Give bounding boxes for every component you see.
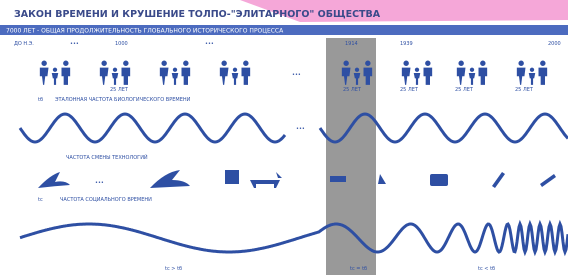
ellipsis: ••• [296, 126, 305, 132]
generation-label: 25 ЛЕТ [343, 87, 362, 93]
generation-label: 25 ЛЕТ [515, 87, 534, 93]
bio-label: ЭТАЛОННАЯ ЧАСТОТА БИОЛОГИЧЕСКОГО ВРЕМЕНИ [55, 97, 191, 103]
title: ЗАКОН ВРЕМЕНИ И КРУШЕНИЕ ТОЛПО-"ЭЛИТАРНО… [14, 9, 381, 20]
family-icon [160, 61, 190, 85]
timeline-label: 2000 [548, 41, 561, 47]
timeline-label: 1000 [115, 41, 128, 47]
timeline-label: ••• [70, 41, 79, 47]
social-wave [20, 224, 568, 252]
timeline-label: 1939 [400, 41, 413, 47]
comparison: tс < tб [478, 266, 495, 272]
family-icon [100, 61, 130, 85]
family-icon [402, 61, 432, 85]
infographic: ЗАКОН ВРЕМЕНИ И КРУШЕНИЕ ТОЛПО-"ЭЛИТАРНО… [0, 0, 568, 275]
tech-label: ЧАСТОТА СМЕНЫ ТЕХНОЛОГИЙ [66, 154, 148, 161]
timeline-label: 1914 [345, 41, 358, 47]
timeline: ДО Н.Э. ••• 1000 ••• 1914 1939 2000 [14, 41, 561, 47]
tech-icons: ••• [38, 170, 556, 188]
generation-label: 25 ЛЕТ [455, 87, 474, 93]
banner-text: 7000 ЛЕТ - ОБЩАЯ ПРОДОЛЖИТЕЛЬНОСТЬ ГЛОБА… [6, 28, 284, 35]
ellipsis: ••• [292, 72, 301, 78]
generation-label: 25 ЛЕТ [110, 87, 129, 93]
bio-wave [20, 114, 285, 142]
generations: ••• 25 ЛЕТ 25 ЛЕТ 25 ЛЕТ 25 ЛЕТ 25 ЛЕТ [40, 61, 547, 93]
family-icon [40, 61, 70, 85]
comparison: tс = tб [350, 266, 367, 272]
timeline-label: ••• [205, 41, 214, 47]
social-label: ЧАСТОТА СОЦИАЛЬНОГО ВРЕМЕНИ [60, 197, 152, 203]
ellipsis: ••• [95, 180, 104, 186]
social-symbol: tс [38, 197, 43, 203]
generation-label: 25 ЛЕТ [400, 87, 419, 93]
timeline-label: ДО Н.Э. [14, 41, 34, 47]
family-icon [517, 61, 547, 85]
bio-symbol: tб [38, 97, 43, 103]
comparison: tс > tб [165, 266, 182, 272]
family-icon [220, 61, 250, 85]
family-icon [457, 61, 487, 85]
